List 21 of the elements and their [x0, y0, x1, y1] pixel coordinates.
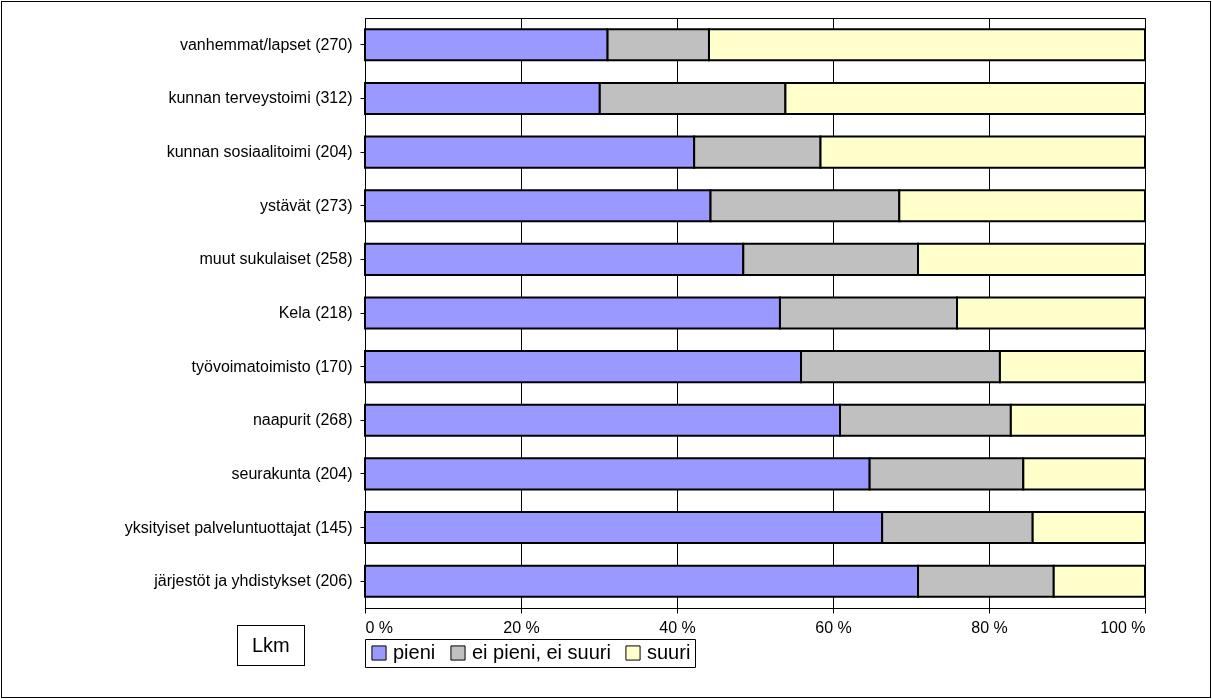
y-tick-label: järjestöt ja yhdistykset (206)	[153, 572, 353, 590]
y-tick-label: Kela (218)	[278, 304, 353, 321]
y-tick-label: työvoimatoimisto (170)	[191, 357, 353, 375]
y-tick-label: kunnan sosiaalitoimi (204)	[166, 143, 353, 161]
text: Lkm	[237, 625, 305, 666]
y-tick-label: seurakunta (204)	[231, 464, 353, 482]
legend-label: ei pieni, ei suuri	[472, 641, 611, 663]
x-tick-label: 40 %	[659, 618, 696, 636]
legend-label: pieni	[393, 641, 436, 663]
y-tick-label: yksityiset palveluntuottajat (145)	[124, 518, 353, 536]
x-tick-label: 20 %	[503, 618, 540, 636]
y-tick-label: naapurit (268)	[252, 411, 353, 429]
x-tick-label: 60 %	[815, 618, 852, 636]
y-tick-label: vanhemmat/lapset (270)	[179, 35, 353, 53]
legend-label: suuri	[647, 641, 691, 663]
x-tick-label: 100 %	[1100, 618, 1146, 636]
y-tick-label: kunnan terveystoimi (312)	[168, 89, 353, 107]
y-tick-label: ystävät (273)	[260, 196, 353, 214]
x-tick-label: 0 %	[365, 618, 394, 636]
x-tick-label: 80 %	[971, 618, 1008, 636]
y-tick-label: muut sukulaiset (258)	[199, 250, 353, 268]
